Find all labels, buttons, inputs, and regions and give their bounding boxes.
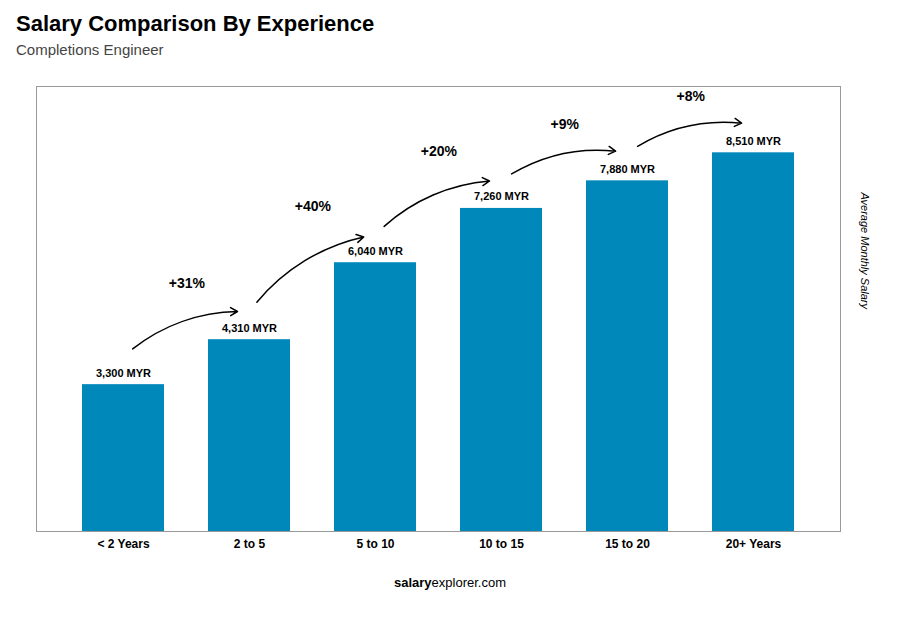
svg-text:+20%: +20% xyxy=(421,143,458,159)
html-text:Completions Engineer: Completions Engineer xyxy=(16,41,164,58)
svg-text:10 to 15: 10 to 15 xyxy=(479,537,524,551)
svg-text:20+ Years: 20+ Years xyxy=(726,537,782,551)
svg-text:+8%: +8% xyxy=(677,88,706,104)
svg-text:2 to 5: 2 to 5 xyxy=(234,537,266,551)
svg-text:7,880 MYR: 7,880 MYR xyxy=(600,163,655,175)
svg-text:+31%: +31% xyxy=(169,275,206,291)
svg-text:6,040 MYR: 6,040 MYR xyxy=(348,245,403,257)
svg-text:3,300 MYR: 3,300 MYR xyxy=(96,367,151,379)
svg-text:8,510 MYR: 8,510 MYR xyxy=(726,135,781,147)
svg-text:15 to 20: 15 to 20 xyxy=(605,537,650,551)
svg-text:5 to 10: 5 to 10 xyxy=(356,537,394,551)
svg-text:+9%: +9% xyxy=(551,116,580,132)
html-text:Salary Comparison By Experienc: Salary Comparison By Experience xyxy=(16,11,375,36)
html-text:salary explorer.com: salary explorer.com xyxy=(394,575,506,590)
svg-text:+40%: +40% xyxy=(295,198,332,214)
svg-text:< 2 Years: < 2 Years xyxy=(97,537,149,551)
svg-text:7,260 MYR: 7,260 MYR xyxy=(474,190,529,202)
svg-text:Average Monthly Salary: Average Monthly Salary xyxy=(859,191,871,310)
svg-text:4,310 MYR: 4,310 MYR xyxy=(222,322,277,334)
